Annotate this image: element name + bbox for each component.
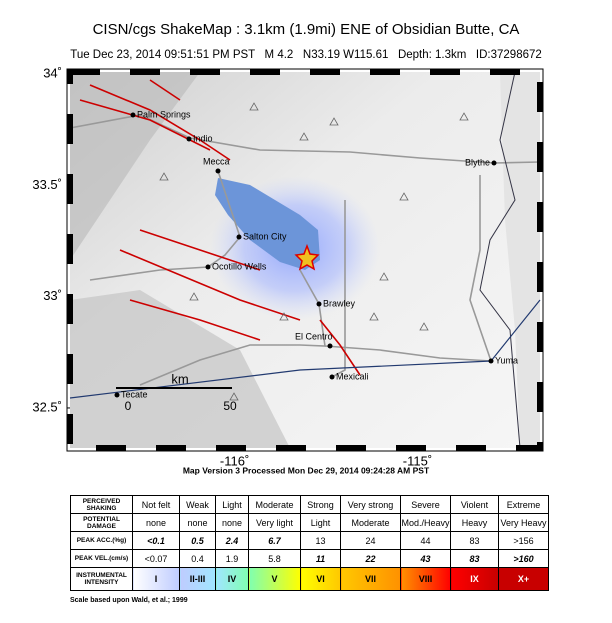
scale-unit: km [171, 371, 188, 386]
row-header: PEAK VEL.(cm/s) [70, 549, 133, 568]
table-cell: X+ [498, 567, 549, 591]
city-label: Ocotillo Wells [212, 261, 267, 271]
city-label: Palm Springs [137, 109, 191, 119]
table-cell: IX [450, 567, 499, 591]
table-cell: Heavy [450, 513, 499, 532]
table-cell: none [179, 513, 216, 532]
table-cell: 83 [450, 531, 499, 550]
table-cell: 11 [300, 549, 341, 568]
y-tick-label: 33.5˚ [32, 177, 62, 192]
table-cell: 1.9 [215, 549, 249, 568]
table-cell: Strong [300, 495, 341, 514]
city-label: Tecate [121, 389, 148, 399]
table-cell: Very strong [340, 495, 401, 514]
table-cell: Not felt [132, 495, 180, 514]
city-label: Mexicali [336, 371, 369, 381]
city-dot [316, 301, 322, 307]
table-cell: Light [300, 513, 341, 532]
city-dot [130, 112, 136, 118]
city-dot [186, 136, 192, 142]
city-dot [491, 160, 497, 166]
x-tick-label: -116˚ [220, 453, 249, 468]
city-label: Mecca [203, 156, 230, 166]
city-dot [205, 264, 211, 270]
table-cell: >160 [498, 549, 549, 568]
table-cell: Moderate [248, 495, 301, 514]
table-cell: 0.4 [179, 549, 216, 568]
city-label: El Centro [295, 331, 333, 341]
table-cell: VIII [400, 567, 451, 591]
city-label: Indio [193, 133, 213, 143]
table-cell: II-III [179, 567, 216, 591]
map-body [69, 71, 541, 449]
table-cell: 6.7 [248, 531, 301, 550]
version-note: Map Version 3 Processed Mon Dec 29, 2014… [183, 465, 430, 475]
table-cell: none [132, 513, 180, 532]
table-cell: >156 [498, 531, 549, 550]
city-label: Brawley [323, 298, 356, 308]
table-cell: 24 [340, 531, 401, 550]
table-row: PEAK ACC.(%g) <0.1 0.5 2.4 6.7 13 24 44 83 >156 [70, 531, 549, 550]
title: CISN/cgs ShakeMap : 3.1km (1.9mi) ENE of… [93, 21, 520, 38]
table-cell: none [215, 513, 249, 532]
map: CISN/cgs ShakeMap : 3.1km (1.9mi) ENE of… [32, 21, 544, 475]
table-row: PERCEIVED SHAKING Not felt Weak Light Modera… [70, 495, 549, 514]
row-header: POTENTIAL DAMAGE [70, 513, 133, 532]
footnote: Scale based upon Wald, et al.; 1999 [70, 597, 188, 604]
city-label: Yuma [495, 355, 518, 365]
y-tick-label: 33˚ [43, 288, 62, 303]
intensity-table: PERCEIVED SHAKING Not felt Weak Light Modera… [70, 495, 549, 591]
city-dot [236, 234, 242, 240]
table-cell: Very Heavy [498, 513, 549, 532]
table-cell: I [132, 567, 180, 591]
x-tick-label: -115˚ [403, 453, 432, 468]
table-cell: Light [215, 495, 249, 514]
table-cell: 2.4 [215, 531, 249, 550]
table-cell: 44 [400, 531, 451, 550]
city-label: Blythe [465, 157, 490, 167]
subtitle: Tue Dec 23, 2014 09:51:51 PM PST M 4.2 N… [70, 49, 542, 61]
row-header: PERCEIVED SHAKING [70, 495, 133, 514]
table-cell: 43 [400, 549, 451, 568]
table-cell: 13 [300, 531, 341, 550]
city-dot [329, 374, 335, 380]
table-cell: Violent [450, 495, 499, 514]
table-cell: Severe [400, 495, 451, 514]
table-cell: Weak [179, 495, 216, 514]
table-cell: Mod./Heavy [400, 513, 451, 532]
y-tick-label: 32.5˚ [32, 399, 62, 414]
scale-tick: 50 [223, 399, 237, 413]
table-cell: 22 [340, 549, 401, 568]
scale-tick: 0 [125, 399, 132, 413]
table-row: INSTRUMENTAL INTENSITY I II-III IV V VI VII VII… [70, 567, 549, 591]
city-dot [215, 168, 221, 174]
table-cell: <0.1 [132, 531, 180, 550]
table-cell: Extreme [498, 495, 549, 514]
y-tick-label: 34˚ [43, 66, 62, 81]
table-row: POTENTIAL DAMAGE none none none Very light Li… [70, 513, 549, 532]
table-cell: 0.5 [179, 531, 216, 550]
row-header: PEAK ACC.(%g) [70, 531, 133, 550]
city-label: Salton City [243, 231, 287, 241]
city-dot [114, 392, 120, 398]
table-cell: Moderate [340, 513, 401, 532]
row-header: INSTRUMENTAL INTENSITY [70, 567, 133, 591]
table-cell: Very light [248, 513, 301, 532]
table-cell: VII [340, 567, 401, 591]
table-cell: IV [215, 567, 249, 591]
city-dot [327, 343, 333, 349]
table-cell: VI [300, 567, 341, 591]
table-cell: V [248, 567, 301, 591]
table-cell: 5.8 [248, 549, 301, 568]
table-cell: <0.07 [132, 549, 180, 568]
city-dot [488, 358, 494, 364]
table-cell: 83 [450, 549, 499, 568]
table-row: PEAK VEL.(cm/s) <0.07 0.4 1.9 5.8 11 22 43 83 >16… [70, 549, 549, 568]
